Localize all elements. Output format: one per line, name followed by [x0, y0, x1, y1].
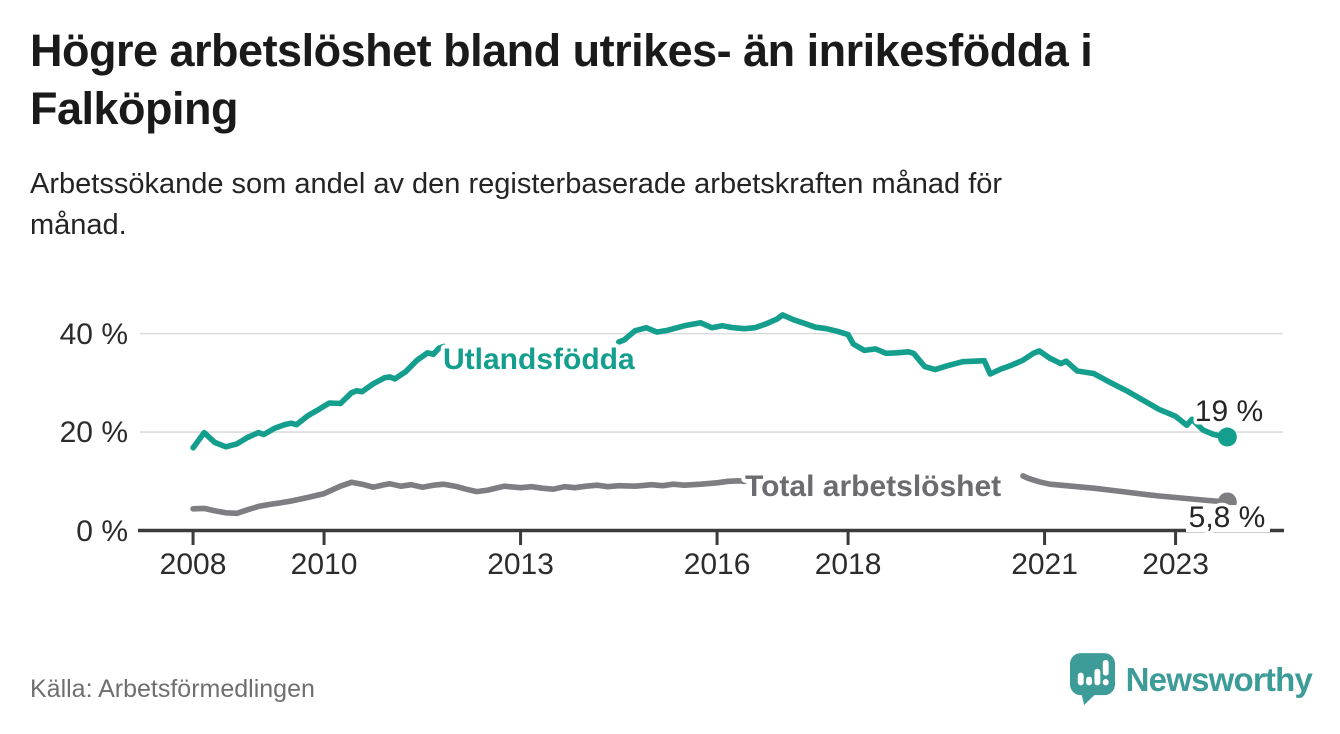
y-tick-label-0: 0 % — [76, 514, 128, 548]
series-line-0-0 — [190, 343, 447, 451]
chart-title-line2: Falköping — [30, 83, 239, 134]
logo-bubble — [1069, 653, 1115, 705]
end-dot-0 — [1217, 427, 1237, 447]
series-label-total-arbetsloshet: Total arbetslöshet — [745, 470, 1001, 503]
x-tick-label-2021: 2021 — [1011, 548, 1078, 581]
source-attribution: Källa: Arbetsförmedlingen — [30, 675, 315, 703]
x-tick-label-2016: 2016 — [683, 548, 751, 581]
chart-title-line1: Högre arbetslöshet bland utrikes- än inr… — [30, 25, 1093, 76]
y-tick-label-20: 20 % — [59, 416, 128, 450]
end-value-label-utlandsfodda: 19 % — [1195, 395, 1263, 428]
chart-series — [190, 312, 1237, 517]
x-tick-label-2018: 2018 — [814, 548, 882, 581]
chart-subtitle-line1: Arbetssökande som andel av den registerb… — [30, 168, 1003, 200]
series-line-0-1 — [615, 312, 1231, 440]
series-line-1-0 — [190, 477, 748, 517]
end-value-label-total: 5,8 % — [1189, 501, 1266, 534]
newsworthy-logo: Newsworthy — [1069, 652, 1313, 707]
x-tick-label-2023: 2023 — [1142, 548, 1209, 581]
chart-grid — [138, 332, 1284, 545]
series-label-utlandsfodda: Utlandsfödda — [443, 343, 635, 376]
y-tick-label-40: 40 % — [59, 317, 128, 351]
chart-subtitle-line2: månad. — [30, 209, 127, 241]
series-line-1-1 — [1020, 473, 1231, 505]
logo-barchart-icon — [1077, 659, 1109, 686]
x-tick-label-2013: 2013 — [487, 548, 554, 581]
end-label-mask — [1186, 505, 1270, 532]
chart-subtitle: Arbetssökande som andel av den registerb… — [30, 164, 1325, 246]
newsworthy-wordmark: Newsworthy — [1125, 660, 1313, 698]
chart-annotations: Utlandsfödda Total arbetslöshet 19 % 5,8… — [439, 339, 1270, 538]
chart-title: Högre arbetslöshet bland utrikes- än inr… — [30, 22, 1325, 138]
x-tick-label-2010: 2010 — [290, 548, 358, 581]
newsworthy-icon — [1069, 653, 1115, 705]
x-tick-label-2008: 2008 — [159, 548, 227, 581]
